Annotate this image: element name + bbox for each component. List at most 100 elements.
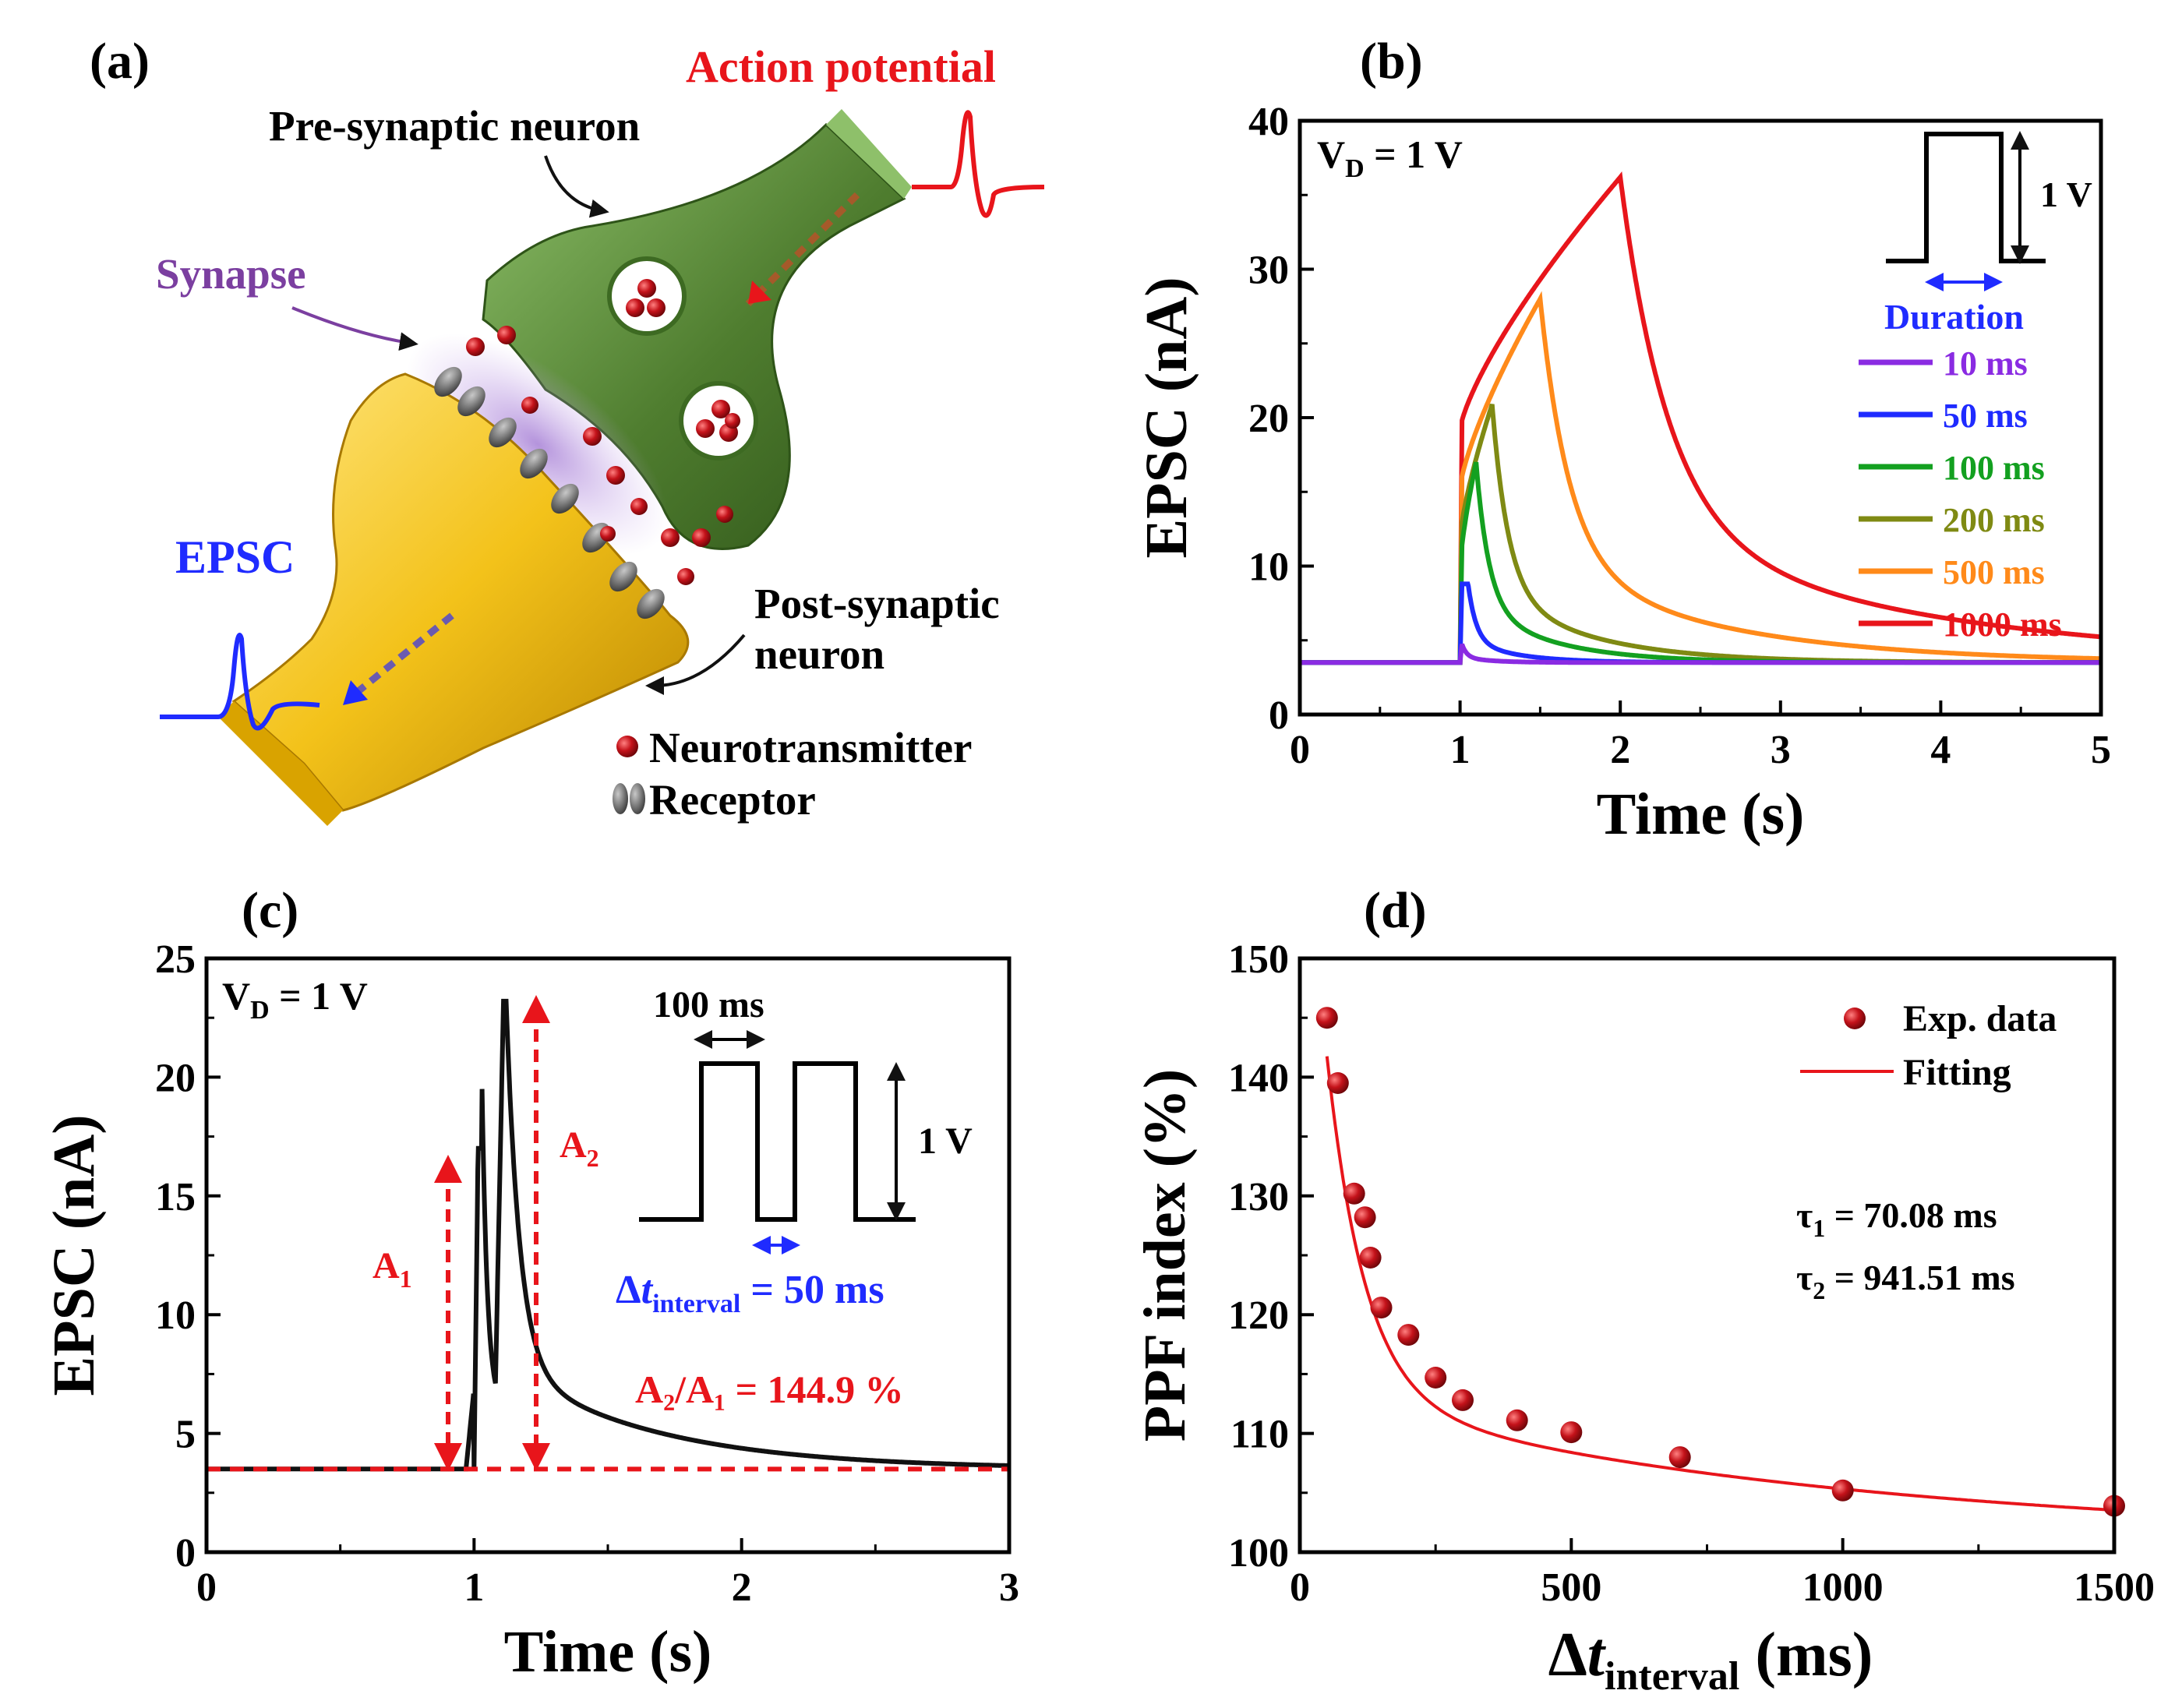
x-tick-label: 2 <box>1610 728 1630 772</box>
receptor-legend-icon <box>613 783 628 814</box>
x-tick-label: 3 <box>999 1565 1019 1610</box>
ppf-data-point <box>1315 1007 1338 1029</box>
x-tick-label: 4 <box>1930 728 1951 772</box>
vesicle-1 <box>607 256 687 336</box>
x-tick-label: 0 <box>1290 1565 1310 1610</box>
x-tick-label: 0 <box>196 1565 217 1610</box>
ppf-data-point <box>1452 1389 1474 1411</box>
epsc-label: EPSC <box>175 531 295 583</box>
y-tick-label: 120 <box>1228 1293 1289 1338</box>
panel-d-plot-frame <box>1298 956 2117 1554</box>
panel-b-y-axis-title: EPSC (nA) <box>1134 277 1199 558</box>
panel-c-axes: 0 1 2 3 0 5 10 15 20 25 Time (s) EPSC (nA) <box>41 937 1019 1685</box>
ppf-data-point <box>1326 1072 1349 1094</box>
y-tick-label: 10 <box>155 1293 196 1338</box>
y-tick-label: 25 <box>155 937 196 982</box>
ppf-data-point <box>1397 1324 1420 1346</box>
action-potential-waveform <box>912 110 1045 218</box>
panel-c-inset-amplitude: 1 V <box>918 1120 973 1162</box>
panel-c-x-axis-title: Time (s) <box>504 1619 712 1685</box>
panel-d-axes: 0 500 1000 1500 100 110 120 130 140 150 Δtinterval… <box>1132 937 2155 1699</box>
ppf-data-point <box>1354 1206 1376 1229</box>
panel-c-a2-label: A2 <box>560 1124 599 1172</box>
ppf-data-point <box>1343 1182 1365 1205</box>
panel-c-inset-width: 100 ms <box>653 984 764 1025</box>
vesicle-2 <box>679 381 758 461</box>
neurotransmitter-legend-label: Neurotransmitter <box>649 724 972 771</box>
x-tick-label: 2 <box>732 1565 752 1610</box>
synapse-callout-arrow <box>291 306 418 351</box>
ppf-fit-line <box>1325 1056 2115 1512</box>
y-tick-label: 40 <box>1248 100 1289 144</box>
panel-b-axes: 0 1 2 3 4 5 0 10 20 30 40 Time (s) EPSC (nA) <box>1134 100 2111 847</box>
neurotransmitter-legend-icon <box>616 736 638 757</box>
panel-c-chart: (c) 0 1 2 3 0 5 10 15 20 25 Time (s) EPSC (nA) VD =… <box>41 882 1019 1685</box>
panel-c-a1-label: A1 <box>372 1245 412 1293</box>
ppf-data-point <box>1668 1446 1691 1469</box>
panel-c-interval-label: Δtinterval = 50 ms <box>616 1268 884 1318</box>
x-tick-label: 1500 <box>2074 1565 2155 1610</box>
receptor-legend-icon-2 <box>630 783 645 814</box>
x-tick-label: 1000 <box>1802 1565 1884 1610</box>
y-tick-label: 30 <box>1248 249 1289 293</box>
y-tick-label: 15 <box>155 1175 196 1219</box>
y-tick-label: 20 <box>155 1056 196 1100</box>
panel-d-series-group <box>1315 1007 2125 1517</box>
panel-a-illustration: (a) Action potential Pre-synaptic neuron… <box>90 33 1045 826</box>
legend-label-500ms: 500 ms <box>1943 553 2045 591</box>
x-tick-label: 3 <box>1771 728 1791 772</box>
x-tick-label: 5 <box>2091 728 2111 772</box>
post-synaptic-axon-bottom <box>218 701 343 826</box>
x-tick-label: 1 <box>1450 728 1471 772</box>
y-tick-label: 0 <box>175 1531 196 1576</box>
x-tick-label: 500 <box>1541 1565 1601 1610</box>
post-synaptic-callout-arrow <box>645 633 746 695</box>
pre-synaptic-axon-top <box>826 109 912 199</box>
panel-b-series-group <box>1300 171 2102 665</box>
panel-c-inset-pulses <box>639 1061 916 1222</box>
receptor-legend-label: Receptor <box>649 776 816 824</box>
panel-a-label: (a) <box>90 33 150 90</box>
panel-c-ratio-annotation: A₂/A₁ = 144.9 % <box>635 1367 904 1411</box>
x-tick-label: 1 <box>464 1565 484 1610</box>
x-tick-label: 0 <box>1290 728 1310 772</box>
panel-c-series-group <box>207 998 1009 1472</box>
signal-arrow-postsynaptic <box>348 612 454 700</box>
panel-b-inset-pulse <box>1886 132 2046 263</box>
y-tick-label: 110 <box>1230 1413 1289 1457</box>
ppf-data-point <box>1425 1367 1447 1389</box>
legend-label-10ms: 10 ms <box>1943 344 2028 383</box>
y-tick-label: 5 <box>175 1413 196 1457</box>
ppf-data-point <box>1506 1409 1528 1431</box>
post-synaptic-label-line2: neuron <box>754 630 884 678</box>
ppf-data-point <box>1359 1247 1382 1269</box>
y-tick-label: 100 <box>1228 1531 1289 1576</box>
post-synaptic-label-line1: Post-synaptic <box>754 580 1000 627</box>
panel-d-legend-marker <box>1844 1008 1866 1029</box>
action-potential-label: Action potential <box>686 41 996 92</box>
epsc-waveform <box>160 633 320 731</box>
pre-synaptic-label: Pre-synaptic neuron <box>269 102 640 150</box>
synapse-label: Synapse <box>156 250 306 298</box>
panel-d-legend-exp: Exp. data <box>1903 998 2057 1039</box>
series-line-10ms <box>1300 643 2101 665</box>
signal-arrow-presynaptic <box>745 192 860 307</box>
y-tick-label: 150 <box>1228 937 1289 982</box>
legend-label-200ms: 200 ms <box>1943 501 2045 539</box>
panel-d-legend-fit: Fitting <box>1903 1052 2011 1093</box>
y-tick-label: 10 <box>1248 545 1289 590</box>
panel-b-inset-amplitude: 1 V <box>2040 175 2092 214</box>
y-tick-label: 130 <box>1228 1175 1289 1219</box>
epsc-trace-line <box>207 998 1009 1472</box>
y-tick-label: 20 <box>1248 397 1289 441</box>
ppf-data-point <box>1370 1297 1393 1319</box>
receptor-row <box>434 366 665 619</box>
panel-b-label: (b) <box>1360 33 1423 90</box>
signal-arrowhead-postsynaptic <box>343 680 368 705</box>
ppf-data-point <box>1831 1479 1854 1502</box>
panel-d-x-axis-title: Δtinterval (ms) <box>1548 1621 1873 1699</box>
panel-d-label: (d) <box>1364 882 1427 939</box>
panel-b-vd-annotation: VD = 1 V <box>1317 132 1463 183</box>
panel-d-tau2: τ2 = 941.51 ms <box>1796 1258 2015 1304</box>
